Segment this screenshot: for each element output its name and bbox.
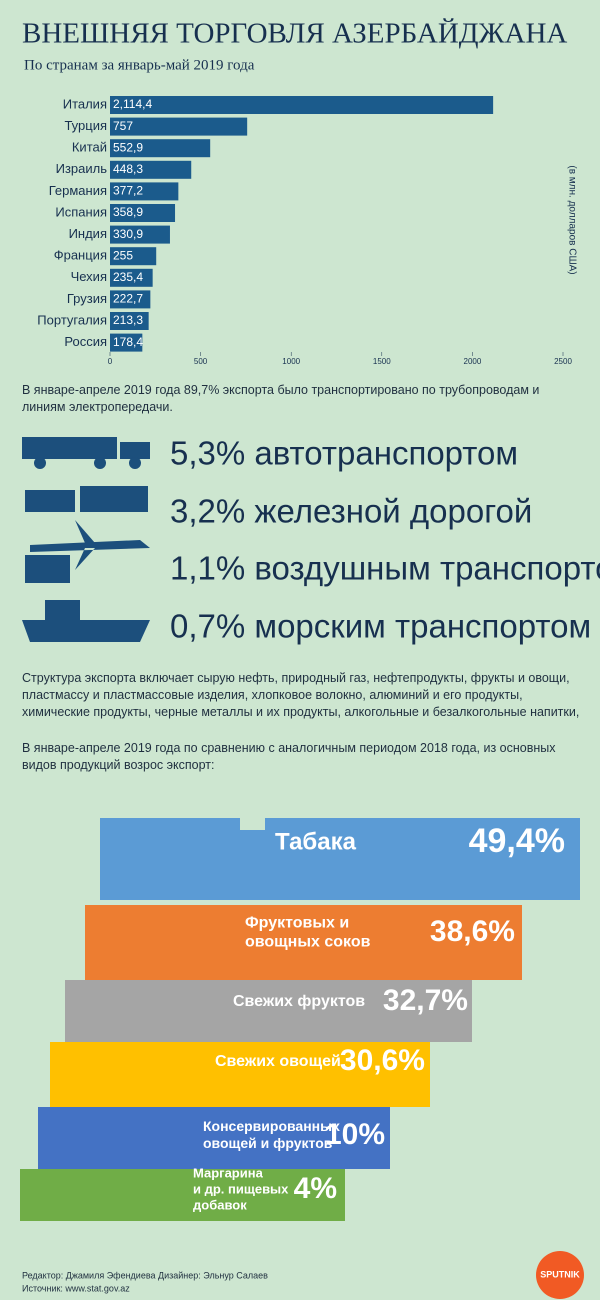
y-tick-label: Италия [63, 96, 107, 111]
x-tick-label: 2500 [554, 357, 572, 366]
growth-label: Свежих фруктов [233, 993, 365, 1010]
block [20, 1169, 345, 1221]
growth-share: 49,4% [469, 822, 565, 860]
bar [110, 160, 192, 179]
ship [22, 600, 150, 642]
bar-chart: 0 500 1000 1500 2000 2500 Италия 2,114,4 Турция 7… [37, 96, 572, 366]
wheel [94, 457, 106, 469]
value-label: 2,114,4 [113, 97, 152, 111]
bar [110, 204, 176, 222]
value-label: 222,7 [113, 292, 143, 306]
bar [110, 225, 170, 244]
y-tick-label: Индия [69, 226, 107, 241]
bar [110, 333, 143, 352]
logo-text: SPUTNIK [540, 1269, 580, 1279]
transport-icons [22, 437, 150, 642]
transport-share: 0,7% морским транспортом [170, 608, 591, 645]
value-label: 757 [113, 119, 133, 133]
x-tick-label: 500 [194, 357, 208, 366]
growth-label: Консервированных [203, 1118, 340, 1134]
growth-share: 32,7% [383, 984, 468, 1017]
text: Структура экспорта включает сырую нефть,… [22, 671, 580, 725]
value-label: 552,9 [113, 140, 143, 154]
truck-cab [120, 442, 150, 459]
y-tick-label: Китай [72, 140, 107, 155]
y-tick-label: Германия [49, 183, 107, 198]
cargo [25, 555, 70, 583]
paragraph: В январе-апреле 2019 года 89,7% экспорта… [22, 383, 540, 414]
x-tick-label: 1000 [282, 357, 300, 366]
block [50, 1042, 430, 1107]
text: В январе-апреле 2019 года 89,7% экспорта… [22, 383, 540, 414]
value-label: 235,4 [113, 270, 143, 284]
credits: Редактор: Джамиля Эфендиева Дизайнер: Эл… [22, 1270, 268, 1280]
wheel [34, 457, 46, 469]
paragraph: В январе-апреле 2019 года по сравнению с… [22, 741, 556, 772]
bar [110, 117, 248, 136]
y-tick-label: Франция [54, 248, 107, 263]
value-label: 358,9 [113, 205, 143, 219]
growth-label: Свежих овощей [215, 1053, 341, 1070]
bar [110, 312, 149, 330]
text: В январе-апреле 2019 года по сравнению с… [22, 741, 556, 772]
bar [110, 182, 179, 201]
growth-share: 10% [325, 1118, 385, 1151]
growth-label: Маргарина [193, 1165, 264, 1180]
transport-share: 1,1% воздушным транспортом [170, 550, 600, 587]
x-tick-label: 1500 [373, 357, 391, 366]
block [85, 905, 522, 980]
growth-label: Фруктовых и [245, 915, 349, 932]
transport-share: 5,3% автотранспортом [170, 435, 518, 472]
logo [536, 1251, 584, 1299]
growth-share: 4% [294, 1172, 337, 1205]
truck [22, 437, 117, 459]
y-tick-label: Испания [55, 204, 107, 219]
subtitle: По странам за январь-май 2019 года [24, 57, 255, 73]
wheel [129, 457, 141, 469]
y-tick-label: Чехия [71, 269, 107, 284]
transport-list: 5,3% автотранспортом 3,2% железной дорого… [170, 435, 600, 645]
growth-labels: Табака 49,4% Фруктовых и овощных соков 38,6%… [193, 822, 565, 1212]
locomotive [80, 486, 148, 512]
value-label: 255 [113, 248, 133, 262]
paragraph: Структура экспорта включает сырую нефть,… [22, 671, 580, 725]
growth-blocks [20, 818, 580, 1221]
axis-label: (в млн. долларов США) [566, 165, 577, 274]
growth-label: добавок [193, 1197, 247, 1212]
plane [30, 520, 150, 570]
value-label: 448,3 [113, 162, 143, 176]
x-tick-label: 0 [108, 357, 113, 366]
y-tick-label: Израиль [56, 161, 108, 176]
bar [110, 96, 494, 114]
value-label: 330,9 [113, 227, 143, 241]
y-tick-label: Португалия [37, 312, 107, 327]
bar [110, 290, 151, 309]
growth-share: 38,6% [430, 915, 515, 948]
x-tick-label: 2000 [464, 357, 482, 366]
value-label: 178,4 [113, 335, 143, 349]
source: Источник: www.stat.gov.az [22, 1283, 130, 1293]
growth-share: 30,6% [340, 1044, 425, 1077]
y-tick-label: Россия [64, 334, 107, 349]
growth-label: овощей и фруктов [203, 1135, 333, 1151]
value-label: 213,3 [113, 313, 143, 327]
y-tick-label: Турция [64, 118, 107, 133]
title: ВНЕШНЯЯ ТОРГОВЛЯ АЗЕРБАЙДЖАНА [22, 18, 567, 50]
growth-label: Табака [275, 828, 357, 855]
block [65, 980, 472, 1042]
wagon [25, 490, 75, 512]
value-label: 377,2 [113, 184, 143, 198]
transport-share: 3,2% железной дорогой [170, 493, 532, 530]
y-tick-label: Грузия [67, 291, 107, 306]
bar [110, 247, 157, 266]
bar [110, 268, 153, 287]
bar [110, 139, 211, 158]
growth-label: овощных соков [245, 934, 371, 951]
block [100, 818, 580, 900]
block [38, 1107, 390, 1169]
growth-label: и др. пищевых [193, 1181, 289, 1196]
